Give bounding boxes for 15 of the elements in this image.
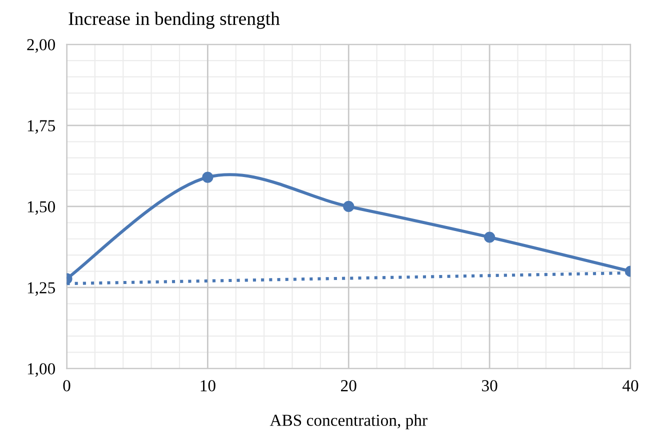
chart-title: Increase in bending strength <box>68 12 280 29</box>
point <box>484 232 496 243</box>
y-tick-label: 1,50 <box>28 201 55 215</box>
x-tick-label: 40 <box>622 380 638 392</box>
point <box>202 172 214 183</box>
x-axis-title: ABS concentration, phr <box>270 414 428 430</box>
x-tick-label: 20 <box>341 380 356 392</box>
x-tick-label: 30 <box>482 380 498 392</box>
y-tick-label: 1,25 <box>28 282 55 296</box>
x-tick-label: 10 <box>200 380 216 392</box>
x-tick-label: 0 <box>63 380 70 392</box>
y-tick-label: 2,00 <box>27 39 55 53</box>
y-tick-label: 1,00 <box>28 363 55 377</box>
y-tick-label: 1,75 <box>28 120 55 134</box>
point <box>343 200 354 212</box>
